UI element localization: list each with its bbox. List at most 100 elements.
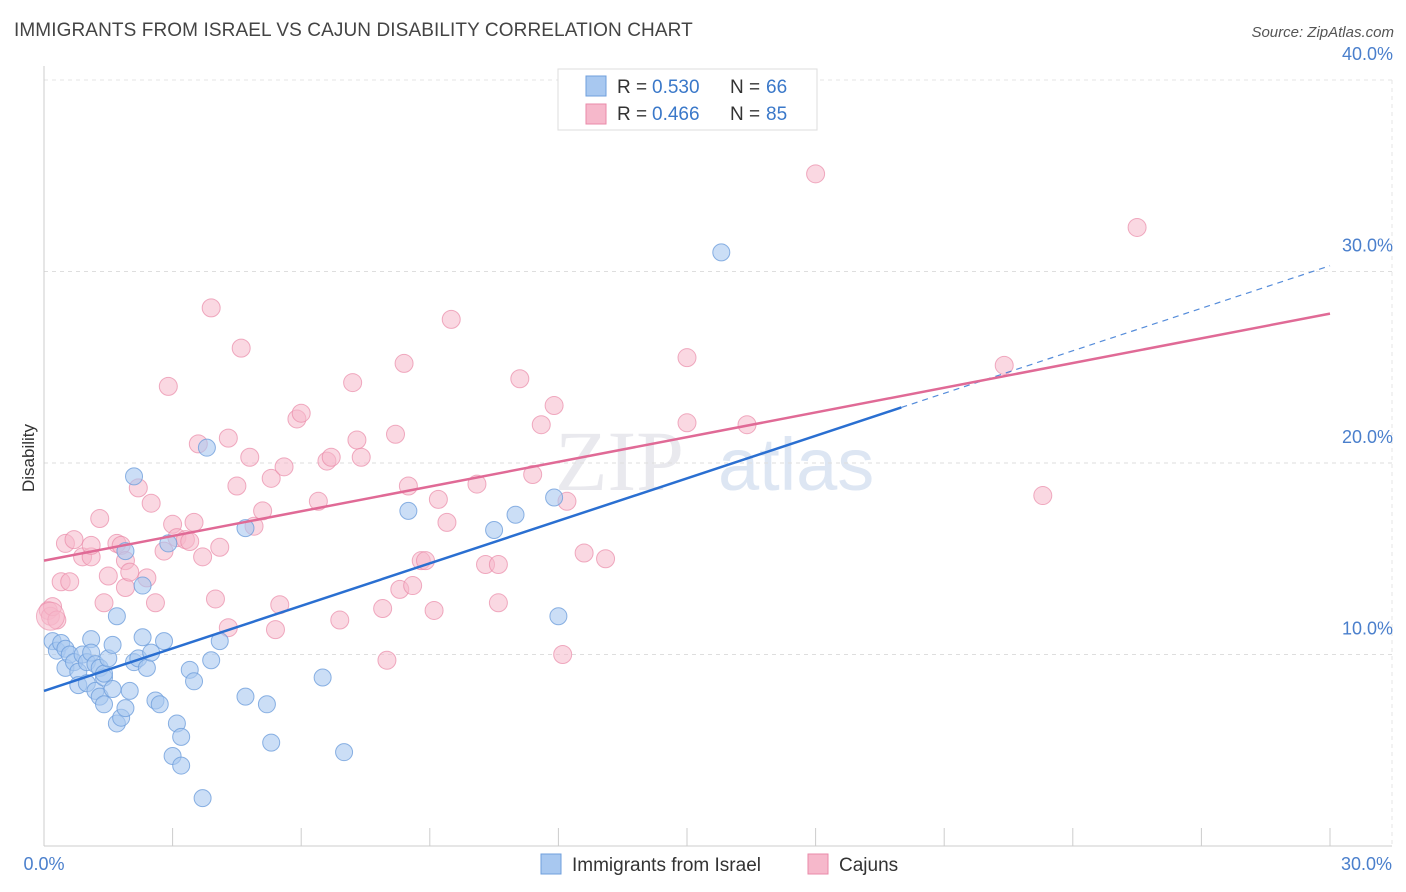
series-legend-israel: Immigrants from Israel [572,855,761,876]
cajuns-point [94,593,114,613]
israel-point [399,501,418,520]
legend: R = 0.530 N = 66 R = 0.466 N = 85 [557,68,818,131]
israel-point [545,488,564,507]
cajuns-point [227,476,247,496]
israel-points [43,243,731,808]
legend-n-label-2: N = [730,104,760,125]
israel-trend-line [43,406,902,693]
watermark-atlas: atlas [718,423,874,506]
cajuns-points [35,164,1147,670]
cajuns-point [510,369,530,389]
cajuns-point [677,348,697,368]
y-tick-label: 40.0% [1342,44,1393,64]
israel-point [116,699,135,718]
cajuns-point [210,537,230,557]
cajuns-point [60,572,80,592]
israel-point [549,607,568,626]
legend-n-value-2: 85 [766,104,787,125]
cajuns-point [201,298,221,318]
cajuns-point [523,464,543,484]
cajuns-point [120,562,140,582]
cajuns-point [544,396,564,416]
cajuns-point [291,403,311,423]
cajuns-point [403,576,423,596]
cajuns-point [240,447,260,467]
cajuns-point [274,457,294,477]
cajuns-point [321,447,341,467]
cajuns-point [343,373,363,393]
israel-point [172,727,191,746]
y-axis-label: Disability [19,423,38,492]
israel-point [172,756,191,775]
cajuns-point [1127,217,1147,237]
watermark-zip: ZIP [555,413,684,509]
cajuns-point [193,547,213,567]
cajuns-point [231,338,251,358]
chart-source: Source: ZipAtlas.com [1251,24,1394,41]
cajuns-point [377,650,397,670]
cajuns-point [424,600,444,620]
cajuns-point [218,428,238,448]
y-tick-label: 10.0% [1342,619,1393,639]
cajuns-point [531,415,551,435]
x-tick-label: 30.0% [1341,854,1392,874]
israel-point [103,679,122,698]
cajuns-point [64,530,84,550]
cajuns-point [394,353,414,373]
cajuns-point [428,489,448,509]
cajuns-point [373,599,393,619]
series-legend-swatch-cajuns [807,853,829,875]
cajuns-point [180,532,200,552]
cajuns-point [488,554,508,574]
chart-title: IMMIGRANTS FROM ISRAEL VS CAJUN DISABILI… [14,20,693,41]
cajuns-point [441,309,461,329]
axes: 10.0% 20.0% 30.0% 40.0% 0.0% 30.0% [23,44,1393,874]
israel-point [133,576,152,595]
legend-swatch-cajuns [585,103,607,125]
cajuns-point [145,593,165,613]
cajuns-point [90,509,110,529]
cajuns-point [1033,486,1053,506]
cajuns-point [205,589,225,609]
cajuns-point [98,566,118,586]
cajuns-point [574,543,594,563]
israel-point [313,668,332,687]
israel-point [185,672,204,691]
legend-r-label-1: R = [617,77,647,98]
israel-point [107,607,126,626]
y-tick-label: 30.0% [1342,236,1393,256]
legend-n-value-1: 66 [766,77,787,98]
israel-point [335,743,354,762]
series-legend: Immigrants from Israel Cajuns [540,853,898,876]
israel-point [712,243,731,262]
israel-point [236,687,255,706]
cajuns-point [351,447,371,467]
cajuns-point [265,620,285,640]
israel-point [262,733,281,752]
israel-point [159,534,178,553]
israel-point [103,635,122,654]
israel-point [202,651,221,670]
cajuns-point [141,493,161,513]
x-tick-label: 0.0% [23,854,64,874]
legend-r-value-1: 0.530 [652,77,700,98]
y-tick-label: 20.0% [1342,427,1393,447]
cajuns-point [347,430,367,450]
trend-lines [43,265,1331,693]
israel-point [95,695,114,714]
cajuns-point [994,355,1014,375]
israel-trend-extension [901,265,1331,409]
israel-point [125,467,144,486]
cajuns-point [488,593,508,613]
israel-point [506,505,525,524]
israel-point [257,695,276,714]
cajuns-point [437,512,457,532]
israel-point [133,628,152,647]
cajuns-point [330,610,350,630]
israel-point [197,438,216,457]
cajuns-point [308,491,328,511]
cajuns-point [261,468,281,488]
cajuns-point [386,424,406,444]
cajuns-point [677,413,697,433]
cajuns-point [184,512,204,532]
